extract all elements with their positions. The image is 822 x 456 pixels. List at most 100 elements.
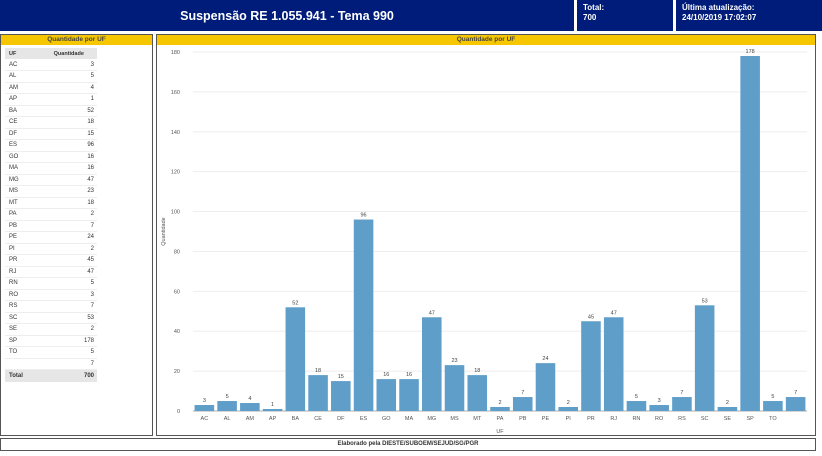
bar (694, 305, 715, 411)
x-tick-label: RS (678, 416, 686, 422)
table-cell-quantidade: 3 (36, 289, 97, 301)
table-row[interactable]: CE 18 (5, 116, 97, 129)
table-cell-quantidade: 178 (36, 335, 97, 347)
table-row[interactable]: BA 52 (5, 105, 97, 117)
x-tick-label: MA (405, 416, 414, 422)
bar (308, 375, 328, 411)
table-row[interactable]: RJ 47 (5, 266, 97, 278)
bar (649, 405, 669, 411)
bar-data-label: 7 (521, 390, 524, 396)
bar-data-label: 23 (451, 358, 457, 364)
table-cell-uf: RS (5, 300, 37, 313)
table-row[interactable]: SC 53 (5, 312, 97, 324)
table-row[interactable]: MT 18 (5, 197, 97, 209)
x-tick-label: SP (746, 416, 754, 422)
bar-data-label: 3 (203, 398, 206, 404)
y-tick-label: 100 (171, 210, 180, 216)
table-cell-uf: MT (5, 197, 37, 209)
table-row[interactable]: RS 7 (5, 300, 97, 313)
x-tick-label: MG (427, 416, 436, 422)
table-cell-quantidade: 47 (36, 266, 97, 278)
table-row[interactable]: TO 5 (5, 346, 97, 359)
table-row[interactable]: DF 15 (5, 128, 97, 140)
header-total-box: Total: 700 (577, 0, 673, 31)
table-cell-uf (5, 358, 37, 370)
table-body: AC 3 AL 5 AM 4 AP 1 BA 52 CE 18 DF 15 ES 96 GO 16 MA 16 MG 47… (5, 59, 97, 382)
bar (262, 409, 283, 411)
x-tick-label: MS (450, 416, 459, 422)
table-cell-uf: PE (5, 231, 37, 244)
y-tick-label: 40 (174, 329, 180, 335)
table-cell-quantidade: 15 (36, 128, 97, 140)
table-cell-uf: RJ (5, 266, 37, 278)
x-tick-label: PE (542, 416, 550, 422)
table-cell-uf: TO (5, 346, 37, 359)
total-row-label: Total (5, 369, 37, 382)
table-cell-quantidade: 47 (36, 174, 97, 186)
table-row[interactable]: MS 23 (5, 185, 97, 198)
table-row[interactable]: MG 47 (5, 174, 97, 186)
x-tick-label: SC (701, 416, 709, 422)
y-tick-label: 20 (174, 369, 180, 375)
x-tick-label: MT (473, 416, 482, 422)
x-tick-label: AP (269, 416, 277, 422)
table-row[interactable]: PA 2 (5, 208, 97, 221)
x-tick-label: BA (292, 416, 300, 422)
table-cell-quantidade: 5 (36, 346, 97, 359)
bar (353, 219, 374, 411)
table-cell-quantidade: 2 (36, 243, 97, 255)
table-row[interactable]: SE 2 (5, 323, 97, 336)
table-cell-uf: AC (5, 59, 37, 71)
table-row[interactable]: AM 4 (5, 82, 97, 94)
table-row[interactable]: AP 1 (5, 93, 97, 106)
table-row[interactable]: AL 5 (5, 70, 97, 83)
y-axis-title: Quantidade (161, 217, 167, 245)
table-cell-quantidade: 7 (36, 358, 97, 370)
table-row[interactable]: PB 7 (5, 220, 97, 232)
table-cell-quantidade: 18 (36, 197, 97, 209)
y-tick-label: 60 (174, 289, 180, 295)
bar-data-label: 7 (794, 390, 797, 396)
table-cell-quantidade: 16 (36, 162, 97, 175)
bar (217, 401, 237, 411)
bar-chart: 0 20 40 60 80 100 120 140 160 180 Quantidade UF 3 AC 5… (161, 49, 807, 435)
table-cell-quantidade: 52 (36, 105, 97, 117)
table-cell-uf: SE (5, 323, 37, 336)
table-cell-uf: PI (5, 243, 37, 255)
bar-data-label: 2 (498, 400, 501, 406)
bar-data-label: 1 (271, 402, 274, 408)
table-row[interactable]: MA 16 (5, 162, 97, 175)
table-cell-uf: AL (5, 70, 37, 83)
table-panel: Quantidade por UF UF Quantidade AC 3 AL 5 AM… (0, 34, 153, 436)
table-cell-uf: CE (5, 116, 37, 129)
table-row[interactable]: RO 3 (5, 289, 97, 301)
table-row[interactable]: PR 45 (5, 254, 97, 267)
table-row[interactable]: AC 3 (5, 59, 97, 71)
bar (581, 321, 601, 411)
footer: Elaborado pela DIESTE/SUBOEM/SEJUD/SG/PG… (0, 438, 816, 451)
table-cell-quantidade: 16 (36, 151, 97, 163)
x-tick-label: CE (314, 416, 322, 422)
table-cell-quantidade: 1 (36, 93, 97, 106)
bar (376, 379, 397, 411)
bar-data-label: 16 (406, 372, 412, 378)
column-header-quantidade[interactable]: Quantidade (36, 48, 97, 59)
table-row[interactable]: ES 96 (5, 139, 97, 152)
table-cell-uf: PA (5, 208, 37, 221)
table-cell-quantidade: 4 (36, 82, 97, 94)
table-row[interactable]: SP 178 (5, 335, 97, 347)
table-row[interactable]: PI 2 (5, 243, 97, 255)
bar-data-label: 178 (746, 49, 755, 55)
x-tick-label: PB (519, 416, 527, 422)
update-label: Última atualização: (682, 3, 755, 12)
bar (444, 365, 465, 411)
x-tick-label: RO (655, 416, 664, 422)
table-row[interactable]: PE 24 (5, 231, 97, 244)
table-row[interactable]: RN 5 (5, 277, 97, 290)
bar (467, 375, 488, 411)
x-tick-label: DF (337, 416, 345, 422)
x-tick-label: PA (497, 416, 504, 422)
column-header-uf[interactable]: UF (5, 48, 37, 59)
table-row[interactable]: 7 (5, 358, 97, 370)
table-row[interactable]: GO 16 (5, 151, 97, 163)
